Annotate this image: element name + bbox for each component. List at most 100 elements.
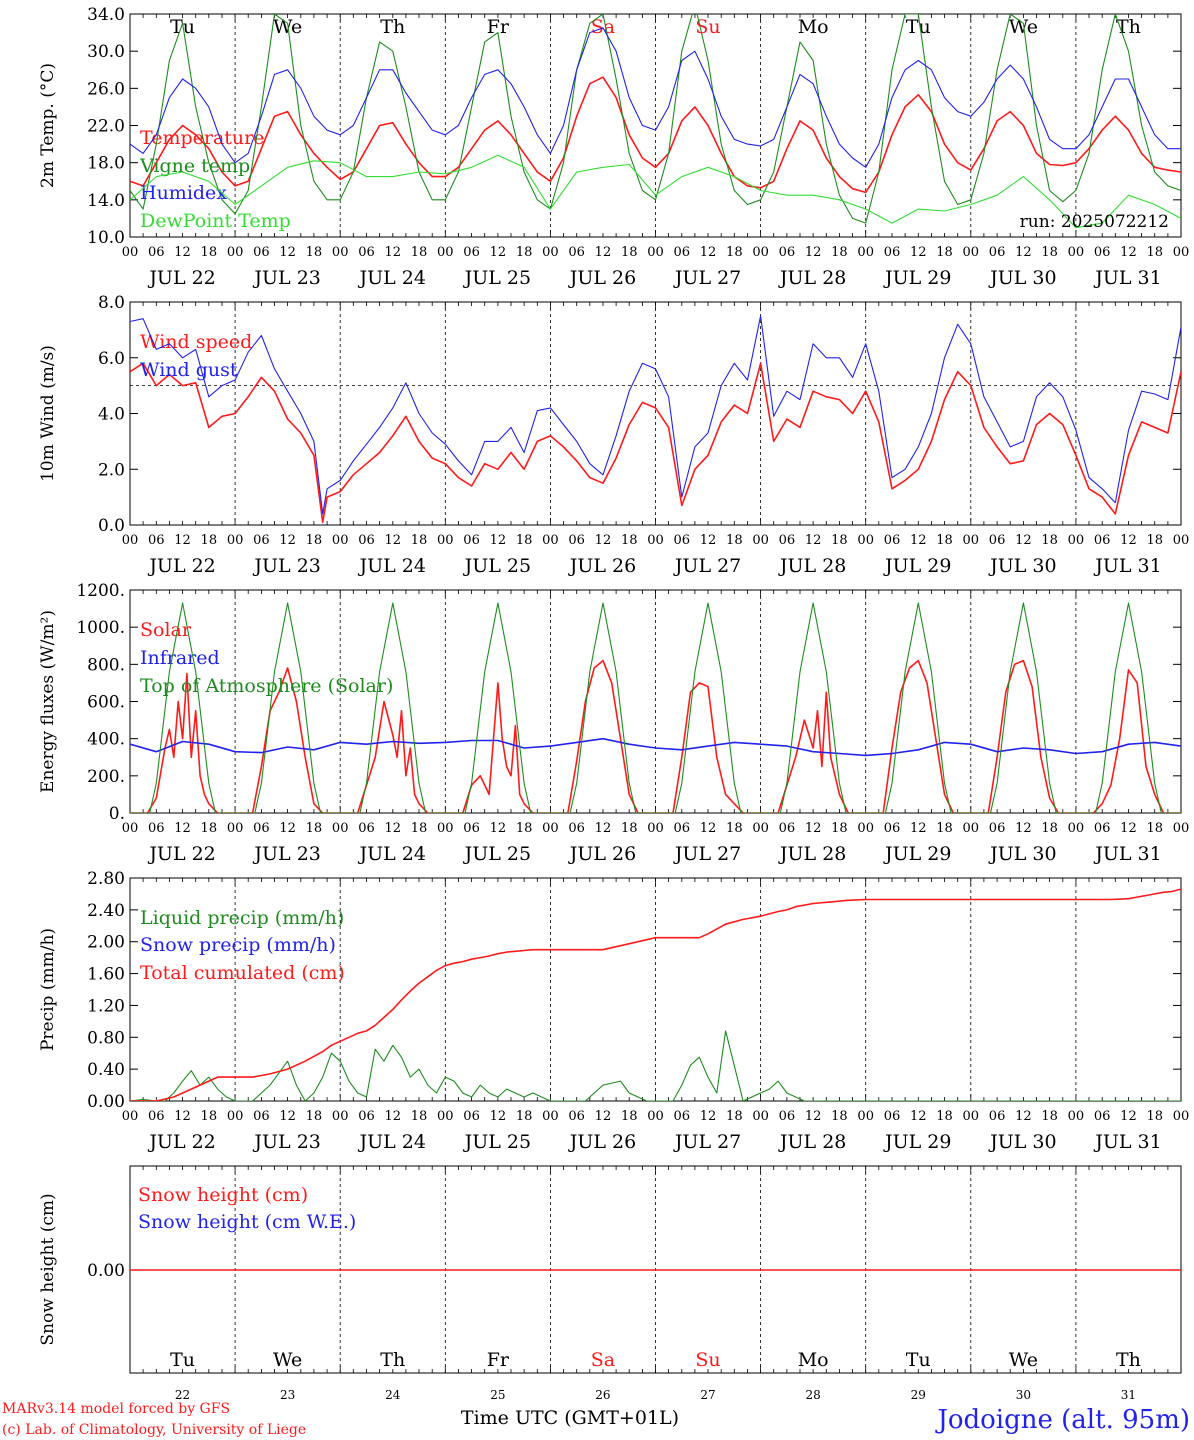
x-tick-label: 18: [1041, 821, 1058, 836]
y-tick-label: 1000.: [76, 618, 125, 638]
panel-3: 0. 200. 400. 600. 800. 1000. 1200. Energy fluxe…: [38, 581, 1189, 865]
series-line-2: [130, 315, 1181, 515]
legend-entry: Wind gust: [140, 359, 238, 381]
x-tick-label: 00: [647, 821, 664, 836]
day-number-label: 31: [1121, 1388, 1136, 1402]
x-tick-label: 12: [174, 1109, 191, 1124]
y-tick-label: 200.: [87, 767, 125, 787]
y-tick-label: 14.0: [87, 191, 125, 211]
x-tick-label: 06: [1094, 1109, 1111, 1124]
date-label: JUL 27: [673, 267, 741, 289]
x-tick-label: 18: [1041, 533, 1058, 548]
x-tick-label: 00: [122, 821, 139, 836]
date-label: JUL 31: [1093, 555, 1161, 577]
x-tick-label: 06: [779, 1109, 796, 1124]
date-label: JUL 22: [147, 267, 215, 289]
x-tick-label: 18: [1146, 1109, 1163, 1124]
x-tick-label: 18: [936, 821, 953, 836]
footer-model: MARv3.14 model forced by GFS: [2, 1401, 230, 1417]
x-tick-label: 00: [1068, 1109, 1085, 1124]
weekday-label: Sa: [591, 1349, 615, 1371]
x-tick-label: 12: [700, 821, 717, 836]
x-tick-label: 18: [516, 1109, 533, 1124]
x-tick-label: 00: [963, 821, 980, 836]
x-tick-label: 00: [122, 245, 139, 260]
x-tick-label: 12: [1015, 821, 1032, 836]
day-number-label: 25: [490, 1388, 505, 1402]
x-tick-label: 12: [490, 245, 507, 260]
x-tick-label: 12: [805, 821, 822, 836]
y-axis-label: Energy fluxes (W/m²): [38, 610, 58, 793]
x-tick-label: 00: [857, 533, 874, 548]
x-tick-label: 12: [700, 533, 717, 548]
x-tick-label: 00: [437, 533, 454, 548]
y-axis-label: Snow height (cm): [38, 1193, 58, 1345]
x-tick-label: 00: [437, 1109, 454, 1124]
y-axis-label: 2m Temp. (°C): [38, 63, 58, 188]
x-tick-label: 06: [1094, 533, 1111, 548]
y-tick-label: 30.0: [87, 42, 125, 62]
legend-entry: Solar: [140, 619, 192, 641]
series-line-4: [130, 154, 1181, 229]
x-tick-label: 18: [1041, 245, 1058, 260]
date-label: JUL 25: [463, 267, 531, 289]
x-tick-label: 18: [516, 821, 533, 836]
x-tick-label: 18: [726, 533, 743, 548]
weekday-label: Fr: [487, 16, 510, 38]
day-number-label: 26: [595, 1388, 610, 1402]
x-tick-label: 06: [1094, 821, 1111, 836]
y-tick-label: 2.40: [87, 901, 125, 921]
x-tick-label: 18: [306, 533, 323, 548]
x-tick-label: 06: [568, 245, 585, 260]
x-tick-label: 00: [227, 1109, 244, 1124]
x-tick-label: 06: [148, 533, 165, 548]
x-tick-label: 00: [1173, 533, 1190, 548]
x-tick-label: 06: [568, 1109, 585, 1124]
x-tick-label: 12: [910, 821, 927, 836]
x-minor-ticks: [129, 590, 1182, 813]
x-tick-label: 12: [1120, 533, 1137, 548]
weekday-label: Sa: [591, 16, 615, 38]
y-tick-label: 1200.: [76, 581, 125, 601]
x-tick-label: 18: [831, 245, 848, 260]
x-tick-label: 12: [174, 245, 191, 260]
date-label: JUL 24: [358, 843, 426, 865]
x-tick-label: 18: [936, 533, 953, 548]
x-tick-label: 18: [516, 533, 533, 548]
y-tick-label: 0.00: [87, 1092, 125, 1112]
date-label: JUL 23: [252, 267, 320, 289]
date-label: JUL 29: [883, 843, 951, 865]
date-label: JUL 30: [988, 267, 1056, 289]
x-tick-label: 06: [253, 533, 270, 548]
x-tick-label: 18: [516, 245, 533, 260]
x-tick-label: 06: [358, 245, 375, 260]
x-tick-label: 06: [674, 245, 691, 260]
x-tick-label: 18: [726, 821, 743, 836]
date-label: JUL 30: [988, 1131, 1056, 1153]
x-tick-label: 00: [332, 533, 349, 548]
x-tick-label: 06: [674, 533, 691, 548]
x-tick-label: 06: [463, 245, 480, 260]
panel-5: 0.00 Snow height (cm) Tu 22 We 23 Th 24 Fr 25 Sa 26…: [38, 1165, 1182, 1402]
x-tick-label: 06: [674, 1109, 691, 1124]
panel-4: 0.00 0.40 0.80 1.20 1.60 2.00 2.40 2.80 Precip (…: [38, 869, 1189, 1153]
x-tick-label: 06: [253, 245, 270, 260]
x-tick-label: 06: [779, 533, 796, 548]
weekday-label: Tu: [906, 16, 931, 38]
x-tick-label: 12: [805, 533, 822, 548]
y-tick-label: 34.0: [87, 5, 125, 25]
day-number-label: 30: [1016, 1388, 1031, 1402]
date-label: JUL 25: [463, 555, 531, 577]
y-tick-label: 0.0: [98, 516, 125, 536]
x-tick-label: 06: [148, 245, 165, 260]
date-label: JUL 26: [568, 1131, 636, 1153]
day-number-label: 24: [385, 1388, 401, 1402]
legend-entry: Snow precip (mm/h): [140, 934, 336, 956]
x-minor-ticks: [129, 1166, 1182, 1373]
weekday-label: Tu: [906, 1349, 931, 1371]
run-annotation: run: 2025072212: [1020, 212, 1169, 232]
x-tick-label: 00: [647, 533, 664, 548]
legend-entry: DewPoint Temp: [140, 210, 291, 232]
x-axis-label: Time UTC (GMT+01L): [461, 1407, 679, 1429]
x-tick-label: 00: [857, 821, 874, 836]
